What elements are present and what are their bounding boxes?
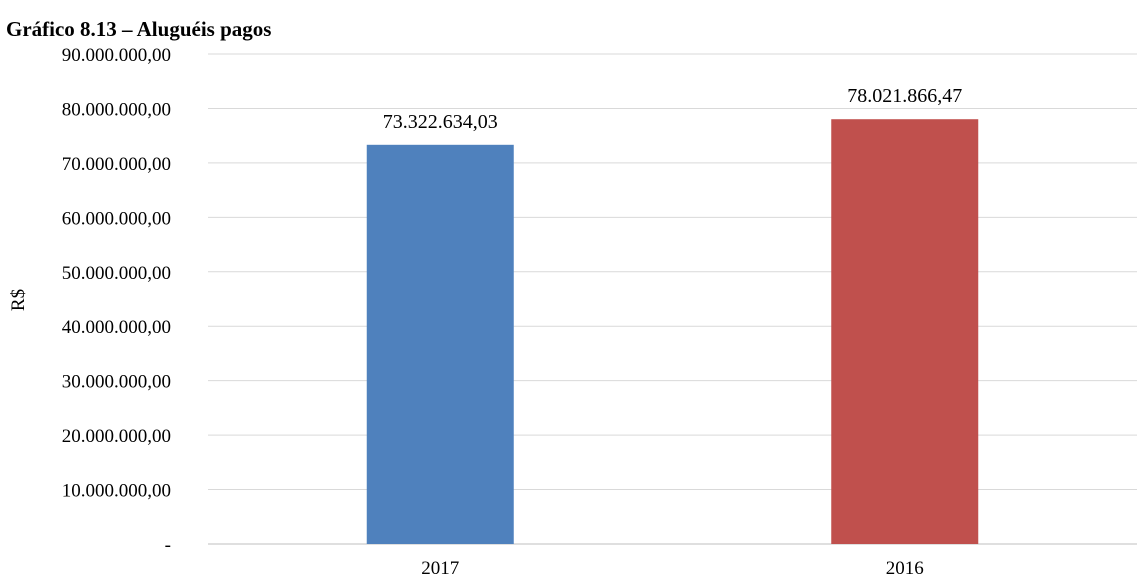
x-axis-category-labels: 2017 2016 <box>421 558 924 579</box>
y-tick-label: 50.000.000,00 <box>62 263 171 284</box>
gridlines <box>208 53 1137 545</box>
y-tick-label: 90.000.000,00 <box>62 45 171 66</box>
y-tick-label: 70.000.000,00 <box>62 154 171 175</box>
data-labels: 73.322.634,03 78.021.866,47 <box>383 85 963 133</box>
x-category-label: 2016 <box>886 558 924 579</box>
bars <box>366 119 979 544</box>
y-axis-tick-labels: - 10.000.000,00 20.000.000,00 30.000.000,00… <box>62 45 171 556</box>
y-tick-label: 30.000.000,00 <box>62 372 171 393</box>
chart-title: Gráfico 8.13 – Aluguéis pagos <box>6 17 272 41</box>
y-tick-label: 10.000.000,00 <box>62 481 171 502</box>
y-tick-label: - <box>165 535 171 556</box>
data-label-2017: 73.322.634,03 <box>383 111 498 133</box>
y-axis-title: R$ <box>8 289 29 311</box>
data-label-2016: 78.021.866,47 <box>847 85 962 107</box>
y-tick-label: 20.000.000,00 <box>62 426 171 447</box>
y-tick-label: 60.000.000,00 <box>62 208 171 229</box>
bar-2016 <box>831 119 979 544</box>
bar-2017 <box>366 144 514 544</box>
x-category-label: 2017 <box>421 558 459 579</box>
y-tick-label: 80.000.000,00 <box>62 99 171 120</box>
y-tick-label: 40.000.000,00 <box>62 317 171 338</box>
